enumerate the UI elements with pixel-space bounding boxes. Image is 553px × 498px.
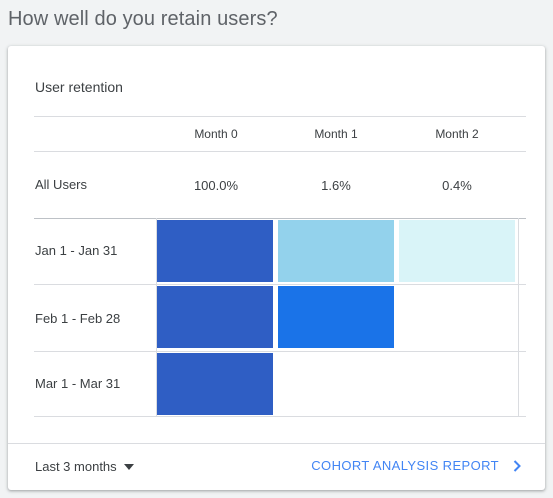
all-users-label: All Users: [35, 177, 88, 192]
all-users-value-month-1: 1.6%: [321, 178, 351, 193]
column-header-month-2: Month 2: [435, 127, 479, 141]
column-header-month-0: Month 0: [194, 127, 238, 141]
divider: [34, 416, 526, 417]
chevron-right-icon: [513, 459, 521, 472]
report-link-label: COHORT ANALYSIS REPORT: [311, 458, 499, 473]
footer-divider: [8, 443, 545, 444]
retention-cell[interactable]: [157, 220, 273, 282]
divider: [34, 284, 526, 285]
retention-cell[interactable]: [157, 286, 273, 348]
divider: [34, 151, 526, 152]
grid-line: [156, 218, 157, 416]
date-range-label: Last 3 months: [35, 459, 117, 474]
cohort-label-mar: Mar 1 - Mar 31: [35, 376, 121, 391]
retention-cell[interactable]: [399, 220, 515, 282]
all-users-value-month-0: 100.0%: [193, 178, 239, 193]
divider: [34, 351, 526, 352]
cohort-label-jan: Jan 1 - Jan 31: [35, 243, 118, 258]
user-retention-card: User retention Month 0 Month 1 Month 2 A…: [8, 46, 545, 490]
date-range-dropdown[interactable]: Last 3 months: [35, 459, 134, 474]
divider: [34, 218, 526, 219]
page-heading: How well do you retain users?: [8, 8, 278, 30]
all-users-value-month-2: 0.4%: [442, 178, 472, 193]
retention-cell[interactable]: [157, 353, 273, 415]
caret-down-icon: [123, 464, 134, 470]
cohort-label-feb: Feb 1 - Feb 28: [35, 311, 121, 326]
retention-cell[interactable]: [278, 220, 394, 282]
retention-cell[interactable]: [278, 286, 394, 348]
column-header-month-1: Month 1: [314, 127, 358, 141]
divider: [34, 116, 526, 117]
card-title: User retention: [35, 79, 123, 95]
cohort-analysis-report-link[interactable]: COHORT ANALYSIS REPORT: [311, 458, 521, 473]
grid-line: [518, 218, 519, 416]
